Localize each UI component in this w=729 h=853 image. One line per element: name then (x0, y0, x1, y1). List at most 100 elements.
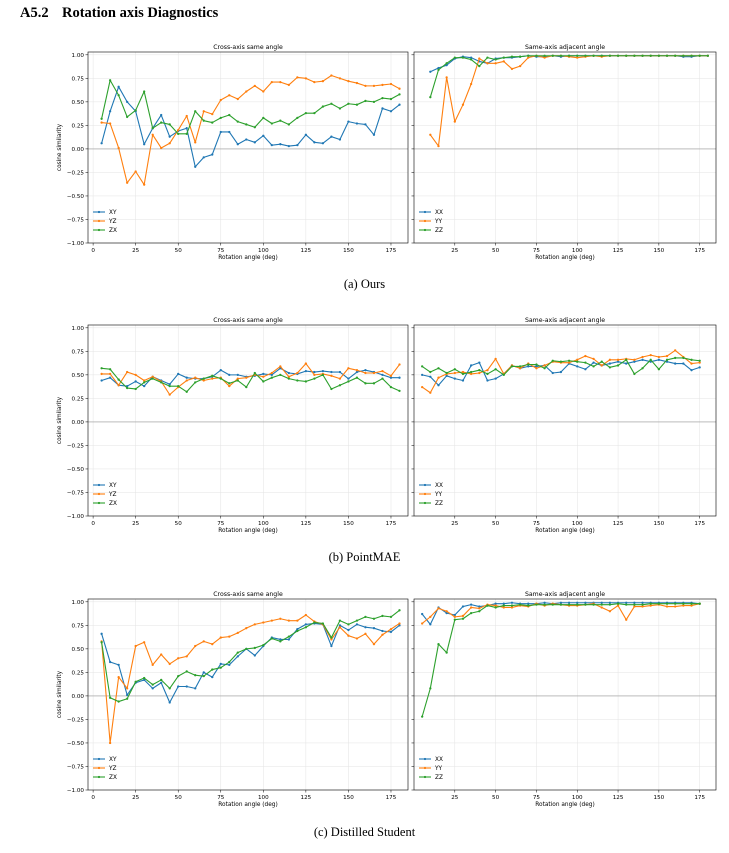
chart-title: Cross-axis same angle (213, 317, 283, 324)
y-tick-label: 1.00 (72, 53, 85, 59)
data-point-yy (576, 56, 579, 59)
data-point-zz (494, 606, 497, 609)
data-point-zz (592, 365, 595, 368)
data-point-xy (108, 376, 112, 379)
data-point-yy (469, 372, 473, 376)
data-point-zx (185, 670, 188, 673)
data-point-yy (649, 353, 652, 357)
data-point-yz (211, 643, 214, 646)
data-point-yz (202, 379, 205, 382)
data-point-zz (437, 367, 440, 370)
legend-marker-zx (97, 501, 101, 505)
data-point-yz (313, 373, 316, 377)
data-point-zx (330, 636, 333, 639)
data-point-zx (236, 379, 239, 382)
data-point-zx (347, 380, 350, 383)
data-point-zz (502, 604, 505, 607)
data-point-xy (389, 110, 393, 113)
data-point-xy (117, 85, 120, 88)
data-point-zx (228, 660, 231, 664)
data-point-yz (262, 621, 265, 624)
data-point-zx (185, 390, 188, 393)
x-tick-label: 75 (217, 248, 225, 254)
x-tick-label: 125 (301, 248, 312, 254)
data-point-xy (236, 655, 239, 658)
data-point-yz (160, 653, 163, 656)
legend-marker-yz (97, 219, 101, 223)
data-point-yy (486, 369, 489, 372)
data-point-zz (665, 358, 669, 361)
data-point-xy (372, 133, 376, 136)
x-tick-label: 150 (343, 795, 354, 801)
legend: XX YY ZZ (419, 210, 443, 234)
chart-title: Cross-axis same angle (213, 591, 283, 598)
data-point-yz (236, 377, 239, 380)
data-point-zz (429, 687, 432, 690)
data-point-zz (584, 361, 587, 364)
y-axis-label: cosine similarity (57, 123, 63, 171)
data-point-xx (551, 371, 554, 375)
legend-label-yy: YY (434, 492, 443, 498)
data-point-zx (134, 680, 137, 683)
data-point-zz (559, 54, 563, 57)
data-point-yy (429, 133, 432, 136)
data-point-yy (690, 362, 693, 365)
data-point-zz (584, 603, 587, 606)
data-point-xy (330, 644, 333, 648)
data-point-zx (211, 374, 214, 377)
y-tick-label: 0.25 (72, 123, 85, 129)
data-point-yz (219, 636, 222, 639)
figure-row-ours: Cross-axis same angle −1.00 −0.75 −0.50 −0.2… (57, 44, 717, 261)
data-point-yy (543, 56, 546, 59)
data-point-zx (253, 646, 256, 650)
data-point-zz (494, 58, 497, 61)
data-point-yz (236, 97, 239, 101)
series-yz (100, 74, 401, 186)
data-point-zz (674, 602, 677, 605)
data-point-zz (559, 603, 563, 606)
data-point-zx (389, 97, 393, 101)
data-point-zz (633, 372, 636, 376)
data-point-yz (355, 637, 359, 640)
data-point-zz (551, 603, 554, 606)
data-point-yz (202, 110, 205, 113)
data-point-xy (372, 627, 376, 630)
data-point-xx (608, 362, 612, 365)
data-point-zz (478, 64, 481, 68)
data-point-zz (657, 602, 661, 605)
data-point-yz (134, 373, 137, 377)
data-point-yz (279, 365, 282, 368)
data-point-xx (535, 365, 538, 368)
series-xy (100, 85, 401, 168)
data-point-zx (355, 376, 359, 379)
legend-marker-xy (97, 757, 101, 761)
data-point-xy (364, 369, 367, 372)
data-point-xy (389, 630, 393, 634)
data-point-yy (674, 349, 677, 352)
y-tick-label: 0.00 (72, 420, 85, 426)
data-point-zx (219, 116, 222, 120)
data-point-zx (313, 377, 316, 380)
legend-marker-xx (423, 757, 427, 761)
data-point-zx (304, 112, 308, 115)
data-point-xy (108, 110, 112, 113)
series-line-xy (101, 622, 400, 704)
legend-label-yz: YZ (108, 766, 117, 772)
data-point-xy (398, 103, 401, 106)
data-point-xx (486, 379, 489, 382)
data-point-yz (313, 80, 316, 84)
data-point-xy (347, 377, 350, 380)
section-heading: A5.2 Rotation axis Diagnostics (20, 5, 218, 22)
data-point-zx (398, 93, 401, 96)
data-point-yy (657, 355, 661, 359)
data-point-zx (160, 381, 163, 384)
y-tick-label: 1.00 (72, 326, 85, 332)
data-point-zx (117, 378, 120, 381)
data-point-yz (304, 362, 308, 365)
data-point-zz (461, 56, 465, 59)
data-point-xy (296, 627, 299, 631)
data-point-zx (389, 615, 393, 619)
data-point-yz (270, 619, 273, 622)
data-point-yy (690, 604, 693, 607)
series-zx (100, 79, 401, 136)
